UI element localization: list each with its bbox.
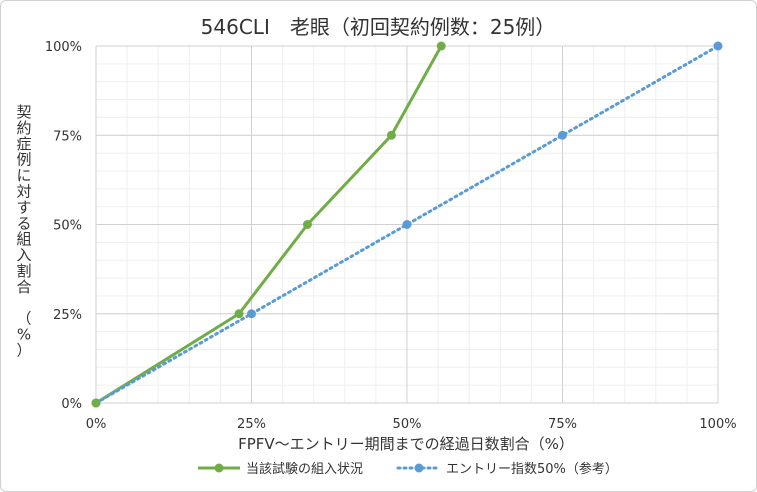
- legend-swatch-marker: [414, 463, 424, 473]
- y-axis-label-char: %: [17, 326, 31, 344]
- y-tick-label: 100%: [45, 40, 82, 55]
- x-tick-label: 25%: [237, 417, 266, 432]
- series-group: [91, 41, 723, 408]
- legend-label: 当該試験の組入状況: [246, 461, 363, 477]
- y-axis-label-char: 組: [16, 230, 31, 248]
- chart-title: 546CLI 老眼（初回契約例数：25例）: [201, 15, 556, 39]
- series-1-point: [436, 41, 446, 51]
- series-1-point: [386, 130, 396, 140]
- y-axis-label-char: （: [16, 310, 31, 328]
- x-tick-labels: 0% 25% 50% 75% 100%: [86, 417, 737, 432]
- y-tick-label: 25%: [53, 308, 82, 323]
- series-1-point: [302, 220, 312, 229]
- y-axis-label-char: に: [16, 167, 31, 185]
- y-tick-label: 50%: [53, 219, 82, 234]
- x-tick-label: 0%: [86, 417, 107, 432]
- x-tick-label: 75%: [548, 417, 577, 432]
- x-tick-label: 100%: [699, 417, 736, 432]
- y-axis-label-char: 入: [16, 246, 31, 264]
- y-axis-label-char: 対: [16, 183, 31, 201]
- y-axis-label-char: 合: [16, 278, 31, 296]
- legend-entry-series-1: 当該試験の組入状況: [198, 461, 363, 477]
- series-2-point: [558, 130, 567, 140]
- x-axis-label: FPFV～エントリー期間までの経過日数割合（%）: [238, 435, 574, 453]
- legend-swatch-marker: [214, 463, 224, 473]
- series-1-point: [234, 309, 244, 319]
- y-axis-label-char: 契: [16, 103, 31, 121]
- x-tick-label: 50%: [393, 417, 422, 432]
- y-axis-label-char: す: [16, 198, 31, 216]
- series-1-point: [91, 398, 101, 408]
- legend: 当該試験の組入状況 エントリー指数50%（参考）: [198, 461, 618, 477]
- series-2-point: [402, 220, 412, 229]
- y-axis-label-char: 症: [16, 135, 31, 153]
- y-tick-label: 75%: [53, 129, 82, 144]
- series-2-point: [247, 309, 256, 319]
- y-axis-label-char: 割: [16, 262, 31, 280]
- y-axis-label-char: ）: [16, 342, 31, 360]
- y-axis-label-char: る: [16, 214, 31, 232]
- y-axis-label-char: 約: [16, 119, 31, 137]
- legend-entry-series-2: エントリー指数50%（参考）: [396, 461, 618, 477]
- series-2-point: [713, 41, 723, 51]
- legend-label: エントリー指数50%（参考）: [446, 461, 618, 477]
- y-axis-label-char: 例: [16, 151, 31, 169]
- y-tick-label: 0%: [61, 397, 82, 412]
- y-tick-labels: 0% 25% 50% 75% 100%: [45, 40, 82, 412]
